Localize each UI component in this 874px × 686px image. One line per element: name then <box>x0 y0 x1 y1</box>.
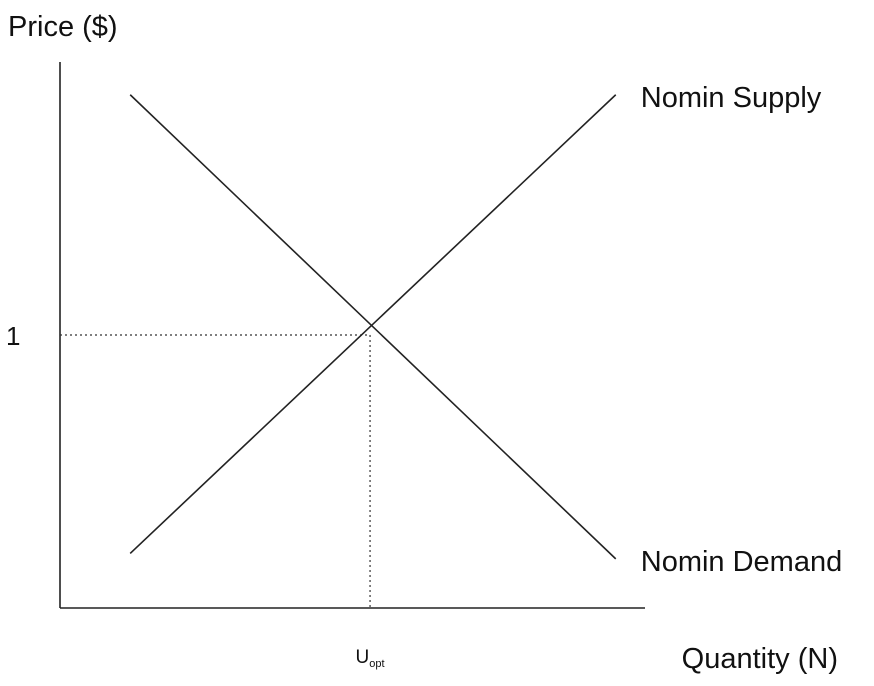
series-label-demand: Nomin Demand <box>641 546 842 578</box>
x-tick-label-subscript: opt <box>369 658 384 670</box>
x-axis-label: Quantity (N) <box>682 643 838 675</box>
equilibrium-guides <box>60 334 371 608</box>
y-tick-label-equilibrium-price: 1 <box>6 321 20 351</box>
series-line-demand <box>129 94 617 560</box>
series-lines <box>129 94 617 560</box>
x-tick-label-main: U <box>356 647 370 668</box>
y-axis-label: Price ($) <box>8 11 118 43</box>
series-label-supply: Nomin Supply <box>641 82 822 114</box>
x-tick-label-equilibrium-quantity: Uopt <box>356 647 385 670</box>
axes <box>59 62 645 609</box>
series-line-supply <box>129 94 617 554</box>
